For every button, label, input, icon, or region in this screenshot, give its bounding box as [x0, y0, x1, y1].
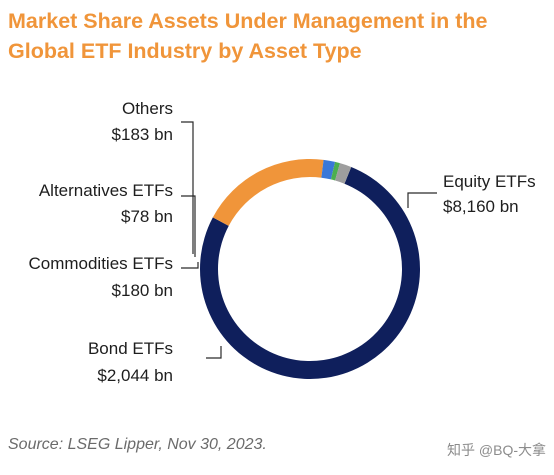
value-label-equity-etfs: $8,160 bn: [443, 197, 519, 216]
leader-line-alternatives-etfs: [181, 195, 196, 257]
label-others: Others: [122, 99, 173, 118]
label-bond-etfs: Bond ETFs: [88, 339, 173, 358]
leader-line-others: [181, 121, 194, 254]
watermark: 知乎 @BQ-大拿: [447, 442, 546, 458]
leader-line-equity-etfs: [407, 192, 437, 208]
slice-alternatives-etfs: [330, 161, 340, 181]
value-label-others: $183 bn: [112, 125, 173, 144]
chart-title: Market Share Assets Under Management in …: [8, 9, 488, 63]
leader-line-bond-etfs: [206, 346, 222, 359]
value-label-bond-etfs: $2,044 bn: [97, 366, 173, 385]
slice-others: [335, 163, 352, 184]
value-label-commodities-etfs: $180 bn: [112, 281, 173, 300]
value-label-alternatives-etfs: $78 bn: [121, 207, 173, 226]
label-equity-etfs: Equity ETFs: [443, 172, 536, 191]
leader-line-commodities-etfs: [181, 262, 199, 269]
slice-bond-etfs: [212, 159, 324, 226]
label-commodities-etfs: Commodities ETFs: [28, 254, 173, 273]
slice-commodities-etfs: [321, 159, 336, 180]
source-note: Source: LSEG Lipper, Nov 30, 2023.: [8, 436, 267, 453]
label-alternatives-etfs: Alternatives ETFs: [39, 181, 173, 200]
